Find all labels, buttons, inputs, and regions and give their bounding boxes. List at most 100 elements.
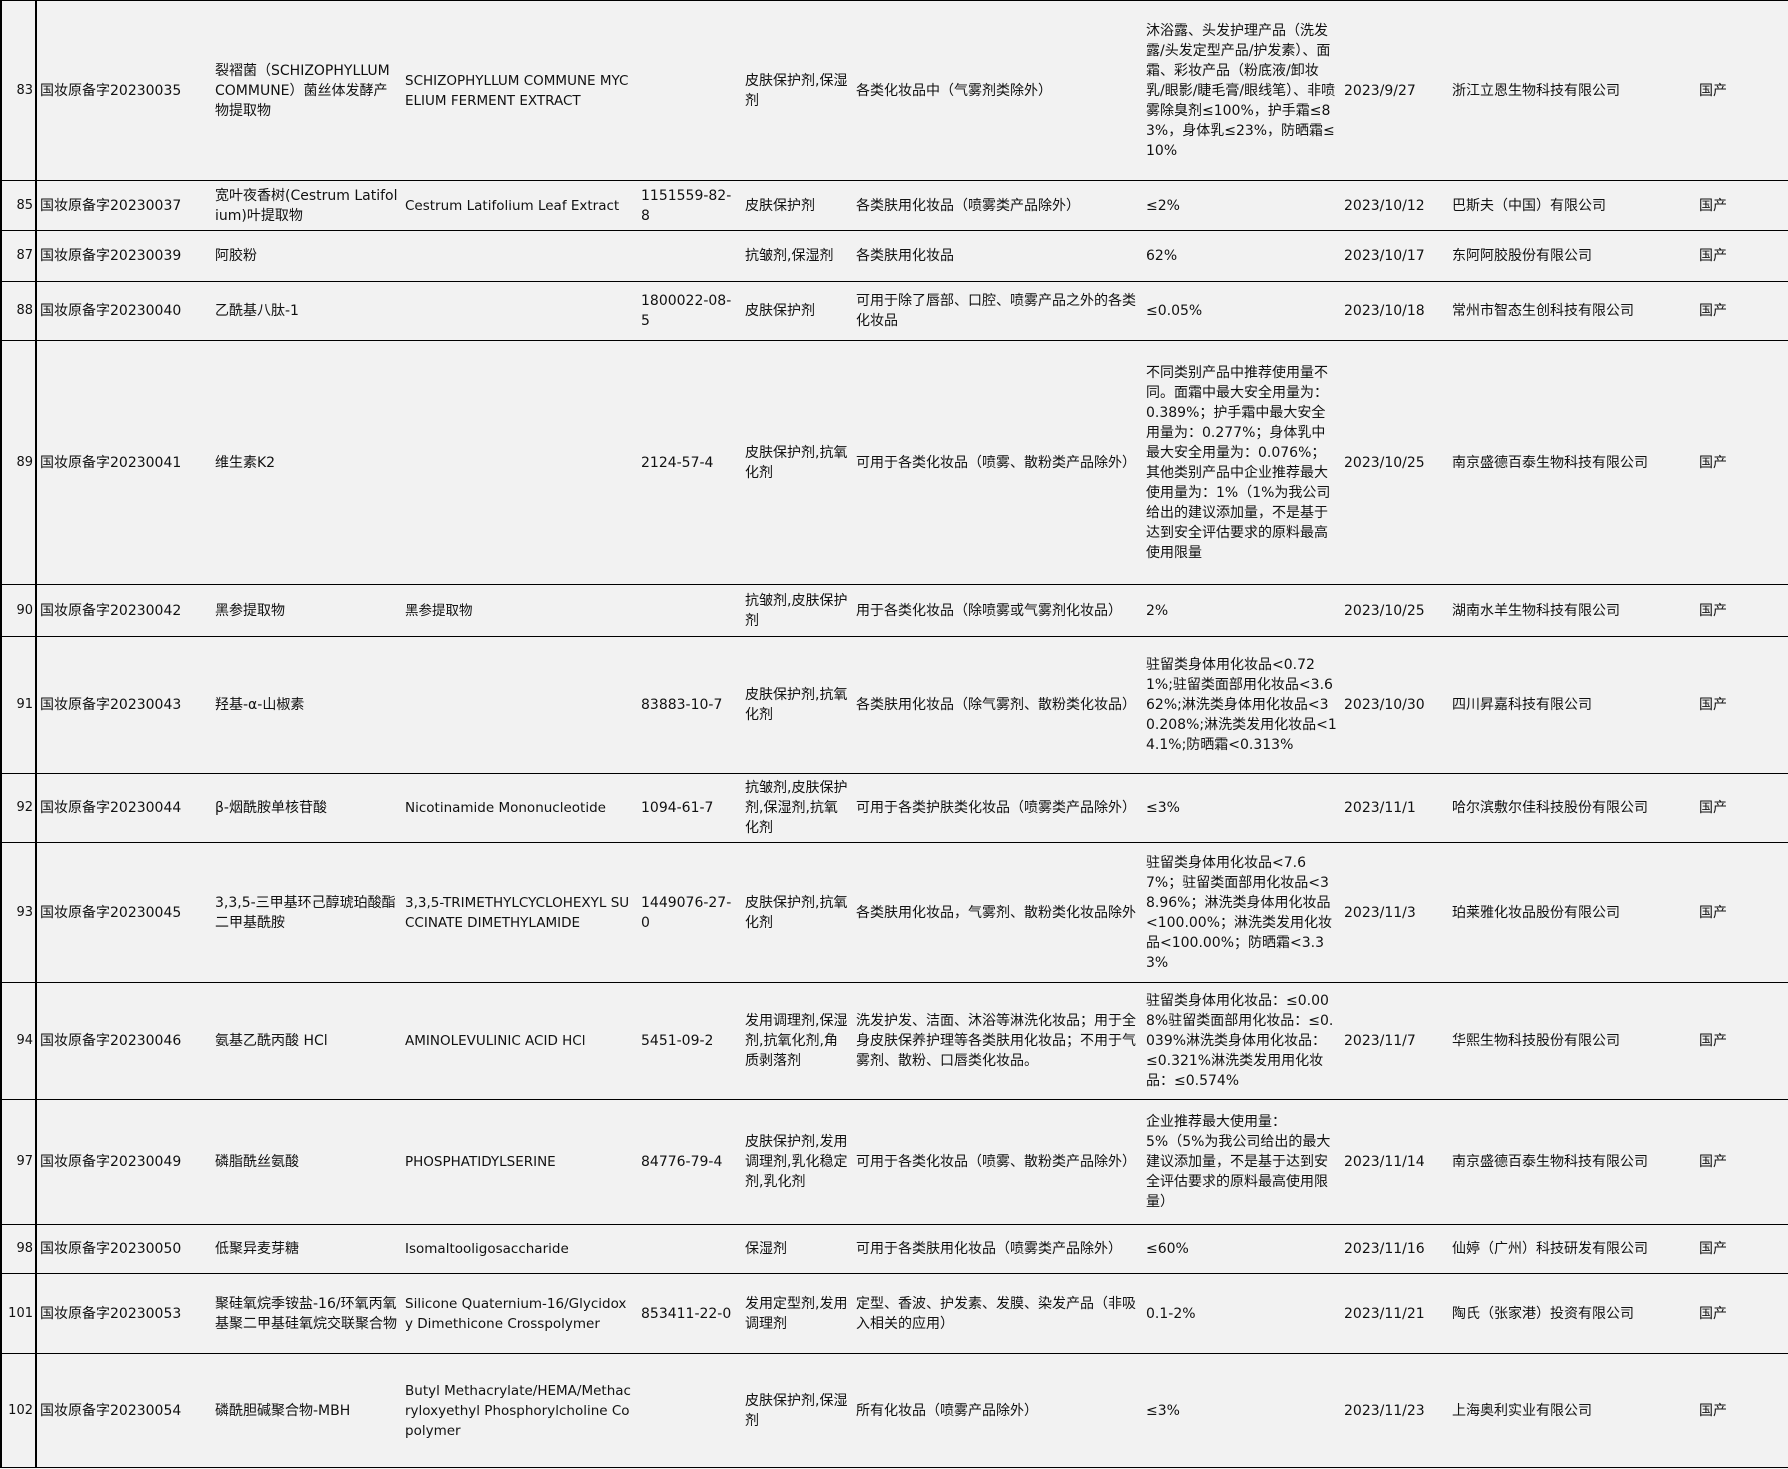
row-number-cell: 97	[1, 1099, 37, 1225]
function-cell: 皮肤保护剂	[742, 180, 853, 231]
origin-cell: 国产	[1696, 1099, 1788, 1225]
function-cell: 皮肤保护剂,抗氧化剂	[742, 636, 853, 774]
filing-number-cell: 国妆原备字20230046	[36, 982, 212, 1100]
inci-name-cell	[402, 230, 638, 282]
table-row: 98 国妆原备字20230050 低聚异麦芽糖 Isomaltooligosaccha…	[1, 1224, 1788, 1274]
cas-number-cell: 5451-09-2	[638, 982, 742, 1100]
table-row: 87 国妆原备字20230039 阿胶粉 抗皱剂,保湿剂 各类肤用化妆品 62% 2023/…	[1, 230, 1788, 282]
table-row: 90 国妆原备字20230042 黑参提取物 黑参提取物 抗皱剂,皮肤保护剂 用于各类化妆…	[1, 584, 1788, 637]
chinese-name-cell: β-烟酰胺单核苷酸	[212, 773, 402, 843]
function-cell: 皮肤保护剂,保湿剂	[742, 1353, 853, 1468]
row-number-cell: 94	[1, 982, 37, 1100]
cas-number-cell: 83883-10-7	[638, 636, 742, 774]
chinese-name-cell: 维生素K2	[212, 340, 402, 585]
filing-date-cell: 2023/11/21	[1341, 1273, 1449, 1354]
usage-limit-cell: 驻留类身体用化妆品<0.721%;驻留类面部用化妆品<3.662%;淋洗类身体用…	[1143, 636, 1341, 774]
cas-number-cell	[638, 0, 742, 181]
usage-scope-cell: 可用于各类肤用化妆品（喷雾类产品除外）	[853, 1224, 1143, 1274]
function-cell: 皮肤保护剂,保湿剂	[742, 0, 853, 181]
chinese-name-cell: 氨基乙酰丙酸 HCl	[212, 982, 402, 1100]
inci-name-cell: Nicotinamide Mononucleotide	[402, 773, 638, 843]
row-number-cell: 98	[1, 1224, 37, 1274]
origin-cell: 国产	[1696, 0, 1788, 181]
filing-number-cell: 国妆原备字20230037	[36, 180, 212, 231]
company-name-cell: 四川昇嘉科技有限公司	[1449, 636, 1696, 774]
usage-limit-cell: 驻留类身体用化妆品：≤0.008%驻留类面部用化妆品：≤0.039%淋洗类身体用…	[1143, 982, 1341, 1100]
chinese-name-cell: 裂褶菌（SCHIZOPHYLLUM COMMUNE）菌丝体发酵产物提取物	[212, 0, 402, 181]
usage-scope-cell: 可用于各类化妆品（喷雾、散粉类产品除外）	[853, 340, 1143, 585]
company-name-cell: 哈尔滨敷尔佳科技股份有限公司	[1449, 773, 1696, 843]
usage-scope-cell: 可用于各类护肤类化妆品（喷雾类产品除外）	[853, 773, 1143, 843]
filing-number-cell: 国妆原备字20230042	[36, 584, 212, 637]
usage-scope-cell: 各类肤用化妆品（喷雾类产品除外）	[853, 180, 1143, 231]
chinese-name-cell: 宽叶夜香树(Cestrum Latifolium)叶提取物	[212, 180, 402, 231]
table-row: 85 国妆原备字20230037 宽叶夜香树(Cestrum Latifolium)…	[1, 180, 1788, 231]
filing-number-cell: 国妆原备字20230043	[36, 636, 212, 774]
cas-number-cell	[638, 230, 742, 282]
table-row: 101 国妆原备字20230053 聚硅氧烷季铵盐-16/环氧丙氧基聚二甲基硅氧烷交…	[1, 1273, 1788, 1354]
usage-limit-cell: 0.1-2%	[1143, 1273, 1341, 1354]
filing-number-cell: 国妆原备字20230041	[36, 340, 212, 585]
cas-number-cell	[638, 584, 742, 637]
filing-date-cell: 2023/10/25	[1341, 584, 1449, 637]
usage-scope-cell: 可用于除了唇部、口腔、喷雾产品之外的各类化妆品	[853, 281, 1143, 341]
usage-limit-cell: 驻留类身体用化妆品<7.67%；驻留类面部用化妆品<38.96%；淋洗类身体用化…	[1143, 842, 1341, 983]
usage-limit-cell: ≤3%	[1143, 773, 1341, 843]
usage-limit-cell: 不同类别产品中推荐使用量不同。面霜中最大安全用量为：0.389%；护手霜中最大安…	[1143, 340, 1341, 585]
origin-cell: 国产	[1696, 842, 1788, 983]
filing-date-cell: 2023/10/30	[1341, 636, 1449, 774]
function-cell: 抗皱剂,保湿剂	[742, 230, 853, 282]
chinese-name-cell: 黑参提取物	[212, 584, 402, 637]
origin-cell: 国产	[1696, 982, 1788, 1100]
company-name-cell: 上海奥利实业有限公司	[1449, 1353, 1696, 1468]
chinese-name-cell: 阿胶粉	[212, 230, 402, 282]
chinese-name-cell: 磷脂酰丝氨酸	[212, 1099, 402, 1225]
chinese-name-cell: 3,3,5-三甲基环己醇琥珀酸酯二甲基酰胺	[212, 842, 402, 983]
function-cell: 皮肤保护剂,抗氧化剂	[742, 340, 853, 585]
usage-scope-cell: 各类肤用化妆品	[853, 230, 1143, 282]
filing-number-cell: 国妆原备字20230035	[36, 0, 212, 181]
company-name-cell: 陶氏（张家港）投资有限公司	[1449, 1273, 1696, 1354]
inci-name-cell: Silicone Quaternium-16/Glycidoxy Dimethi…	[402, 1273, 638, 1354]
origin-cell: 国产	[1696, 773, 1788, 843]
company-name-cell: 浙江立恩生物科技有限公司	[1449, 0, 1696, 181]
usage-scope-cell: 各类化妆品中（气雾剂类除外）	[853, 0, 1143, 181]
company-name-cell: 仙婷（广州）科技研发有限公司	[1449, 1224, 1696, 1274]
chinese-name-cell: 磷酰胆碱聚合物-MBH	[212, 1353, 402, 1468]
chinese-name-cell: 聚硅氧烷季铵盐-16/环氧丙氧基聚二甲基硅氧烷交联聚合物	[212, 1273, 402, 1354]
inci-name-cell	[402, 281, 638, 341]
table-row: 88 国妆原备字20230040 乙酰基八肽-1 1800022-08-5 皮肤保护剂可…	[1, 281, 1788, 341]
inci-name-cell	[402, 340, 638, 585]
usage-scope-cell: 各类肤用化妆品（除气雾剂、散粉类化妆品）	[853, 636, 1143, 774]
origin-cell: 国产	[1696, 1273, 1788, 1354]
filing-date-cell: 2023/11/1	[1341, 773, 1449, 843]
row-number-cell: 83	[1, 0, 37, 181]
company-name-cell: 华熙生物科技股份有限公司	[1449, 982, 1696, 1100]
function-cell: 皮肤保护剂,抗氧化剂	[742, 842, 853, 983]
usage-limit-cell: ≤3%	[1143, 1353, 1341, 1468]
filing-date-cell: 2023/11/7	[1341, 982, 1449, 1100]
company-name-cell: 湖南水羊生物科技有限公司	[1449, 584, 1696, 637]
filing-date-cell: 2023/10/18	[1341, 281, 1449, 341]
function-cell: 皮肤保护剂	[742, 281, 853, 341]
origin-cell: 国产	[1696, 230, 1788, 282]
cas-number-cell: 853411-22-0	[638, 1273, 742, 1354]
company-name-cell: 南京盛德百泰生物科技有限公司	[1449, 340, 1696, 585]
filing-number-cell: 国妆原备字20230045	[36, 842, 212, 983]
usage-limit-cell: 企业推荐最大使用量：5%（5%为我公司给出的最大建议添加量，不是基于达到安全评估…	[1143, 1099, 1341, 1225]
usage-scope-cell: 各类肤用化妆品，气雾剂、散粉类化妆品除外	[853, 842, 1143, 983]
inci-name-cell: AMINOLEVULINIC ACID HCl	[402, 982, 638, 1100]
filing-number-cell: 国妆原备字20230053	[36, 1273, 212, 1354]
table-row: 91 国妆原备字20230043 羟基-α-山椒素 83883-10-7 皮肤保护剂,抗…	[1, 636, 1788, 774]
cas-number-cell: 1151559-82-8	[638, 180, 742, 231]
row-number-cell: 92	[1, 773, 37, 843]
filing-number-cell: 国妆原备字20230040	[36, 281, 212, 341]
usage-scope-cell: 洗发护发、洁面、沐浴等淋洗化妆品；用于全身皮肤保养护理等各类肤用化妆品；不用于气…	[853, 982, 1143, 1100]
inci-name-cell: SCHIZOPHYLLUM COMMUNE MYCELIUM FERMENT E…	[402, 0, 638, 181]
filing-date-cell: 2023/11/16	[1341, 1224, 1449, 1274]
table-row: 92 国妆原备字20230044 β-烟酰胺单核苷酸 Nicotinamide Mon…	[1, 773, 1788, 843]
company-name-cell: 巴斯夫（中国）有限公司	[1449, 180, 1696, 231]
chinese-name-cell: 乙酰基八肽-1	[212, 281, 402, 341]
usage-scope-cell: 可用于各类化妆品（喷雾、散粉类产品除外）	[853, 1099, 1143, 1225]
